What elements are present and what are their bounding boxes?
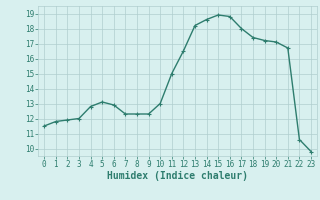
X-axis label: Humidex (Indice chaleur): Humidex (Indice chaleur) [107,171,248,181]
